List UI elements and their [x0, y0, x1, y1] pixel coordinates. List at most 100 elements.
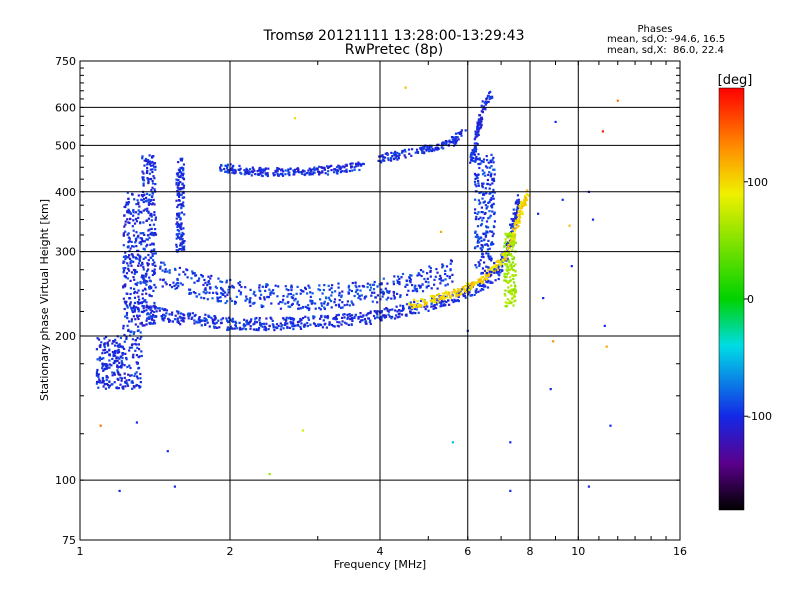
data-point [103, 345, 106, 349]
data-point [502, 253, 505, 256]
data-point [137, 209, 140, 212]
data-point [359, 315, 362, 318]
data-point [213, 325, 216, 328]
data-point [470, 287, 473, 290]
data-point [167, 317, 170, 320]
data-point [209, 286, 212, 289]
data-point [457, 132, 460, 135]
data-point [479, 162, 482, 165]
data-point [249, 168, 252, 171]
data-point [353, 166, 356, 169]
data-point [128, 257, 132, 260]
data-point [333, 301, 336, 304]
data-point [414, 284, 417, 287]
data-point [372, 288, 376, 291]
data-point [341, 320, 344, 323]
data-point [387, 313, 390, 316]
data-point [404, 86, 407, 89]
data-point [359, 319, 363, 322]
data-point [487, 161, 490, 164]
data-point [487, 201, 490, 204]
data-point [130, 264, 133, 267]
data-point [141, 263, 144, 266]
data-point [301, 306, 304, 309]
data-point [142, 257, 145, 260]
data-point [177, 212, 180, 215]
data-point [137, 216, 140, 219]
data-point [265, 173, 268, 176]
data-point [200, 324, 203, 327]
data-point [137, 384, 141, 388]
data-point [146, 161, 150, 164]
data-point [330, 164, 333, 167]
data-point [150, 227, 153, 230]
data-point [422, 270, 425, 273]
data-point [477, 133, 480, 136]
data-point [170, 313, 174, 316]
data-point [218, 300, 221, 303]
data-point [131, 309, 134, 312]
data-point [462, 287, 465, 290]
data-point [414, 151, 417, 154]
data-point [476, 143, 479, 146]
data-point [343, 316, 346, 319]
data-point [409, 304, 412, 307]
data-point [493, 212, 496, 216]
data-point [367, 312, 370, 315]
data-point [132, 353, 135, 356]
data-point [421, 150, 424, 153]
data-point [444, 269, 447, 272]
data-point [474, 282, 477, 285]
data-point [516, 217, 520, 220]
data-point [120, 345, 123, 348]
y-tick-label: 400 [55, 186, 76, 199]
data-point [511, 261, 514, 264]
data-point [491, 210, 494, 213]
data-point [211, 320, 215, 323]
data-point [125, 292, 128, 295]
data-point [177, 229, 181, 232]
data-point [449, 294, 452, 297]
data-point [313, 168, 316, 171]
data-point [435, 299, 438, 302]
data-point [222, 293, 225, 296]
data-point [151, 252, 154, 255]
data-point [493, 168, 496, 171]
data-point [147, 179, 150, 182]
data-point [168, 313, 171, 316]
data-point [264, 285, 268, 288]
data-point [181, 231, 184, 234]
data-point [307, 169, 310, 172]
data-point [341, 301, 344, 304]
data-point [201, 275, 204, 278]
data-point [494, 279, 497, 282]
data-point [232, 286, 235, 289]
data-point [122, 297, 125, 300]
data-point [129, 262, 132, 265]
data-point [226, 167, 229, 170]
data-point [260, 293, 263, 296]
data-point [514, 270, 517, 273]
data-point [424, 302, 427, 305]
data-point [116, 349, 119, 352]
data-point [505, 264, 508, 267]
data-point [353, 168, 356, 171]
y-tick-label: 300 [55, 246, 76, 259]
data-point [418, 305, 421, 308]
data-point [108, 380, 111, 383]
data-point [442, 298, 445, 301]
data-point [244, 328, 248, 331]
data-point [440, 146, 443, 149]
data-point [149, 168, 152, 171]
data-point [482, 193, 485, 196]
data-point [514, 202, 517, 205]
data-point [177, 282, 180, 285]
data-point [353, 294, 356, 298]
data-point [249, 288, 252, 291]
data-point [443, 300, 446, 303]
data-point [102, 385, 105, 388]
data-point [398, 312, 401, 315]
data-point [125, 304, 128, 307]
data-point [457, 138, 460, 141]
